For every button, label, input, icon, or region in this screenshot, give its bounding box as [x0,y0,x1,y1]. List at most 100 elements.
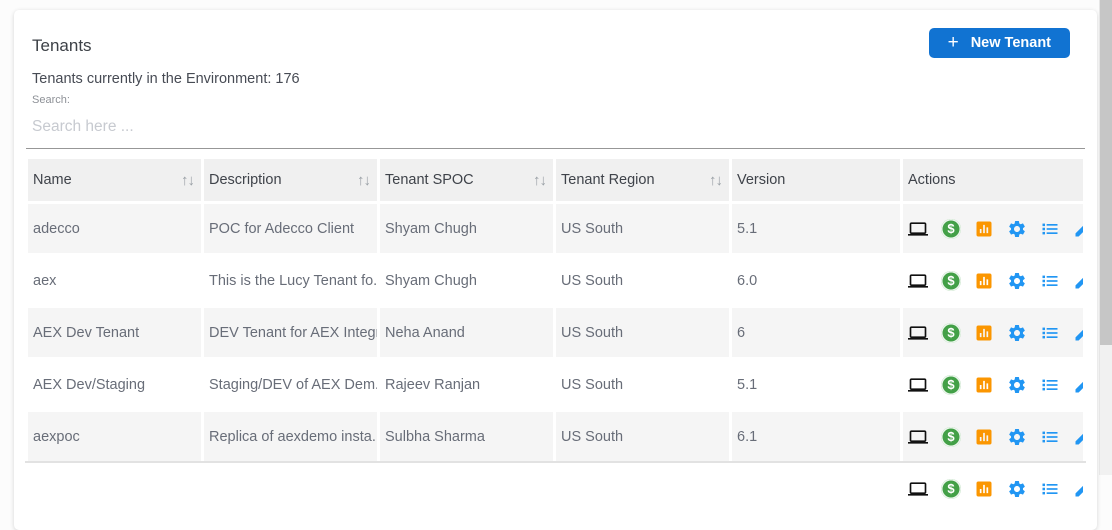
dollar-icon[interactable]: $ [941,218,961,239]
tenants-table-wrap: Name ↑↓ Description ↑↓ Tenant SPOC ↑↓ Tenan… [25,156,1086,516]
page-title: Tenants [32,36,92,55]
cell-description: DEV Tenant for AEX Integr... [204,308,377,357]
cell-spoc: Rajeev Ranjan [380,360,553,409]
column-label: Actions [908,172,956,188]
cell-description: Replica of aexdemo insta... [204,412,377,461]
dollar-glyph: $ [941,218,961,239]
tenant-count-text: Tenants currently in the Environment: 17… [32,71,300,87]
gear-icon[interactable] [1007,375,1027,395]
bar-chart-icon[interactable] [974,271,994,291]
sort-arrows-icon[interactable]: ↑↓ [533,171,547,189]
cell-description: POC for Adecco Client [204,204,377,253]
cell-version: 5.1 [732,360,900,409]
dollar-glyph: $ [941,270,961,291]
cell-spoc [380,464,553,513]
cell-name: aex [28,256,201,305]
cell-version: 6 [732,308,900,357]
edit-pencil-icon[interactable] [1073,271,1083,291]
gear-icon[interactable] [1007,271,1027,291]
laptop-icon[interactable] [908,271,928,291]
bar-chart-icon[interactable] [974,375,994,395]
edit-pencil-icon[interactable] [1073,427,1083,447]
table-row-partial: $ [28,464,1083,513]
laptop-icon[interactable] [908,323,928,343]
cell-actions: $ [903,412,1083,461]
cell-spoc: Shyam Chugh [380,204,553,253]
gear-icon[interactable] [1007,427,1027,447]
cell-version: 6.0 [732,256,900,305]
laptop-icon[interactable] [908,427,928,447]
new-tenant-button[interactable]: + New Tenant [928,28,1070,58]
bar-chart-icon[interactable] [974,219,994,239]
column-header-tenant-region[interactable]: Tenant Region ↑↓ [556,159,729,201]
edit-pencil-icon[interactable] [1073,479,1083,499]
table-row: AEX Dev/Staging Staging/DEV of AEX Dem..… [28,360,1083,409]
column-label: Name [33,172,72,188]
bar-chart-icon[interactable] [974,323,994,343]
scrollbar-thumb[interactable] [1100,0,1112,345]
column-header-tenant-spoc[interactable]: Tenant SPOC ↑↓ [380,159,553,201]
table-row: aexpoc Replica of aexdemo insta... Sulbh… [28,412,1083,461]
sort-arrows-icon[interactable]: ↑↓ [709,171,723,189]
cell-spoc: Shyam Chugh [380,256,553,305]
panel-header: Tenants + New Tenant [25,26,1086,58]
new-tenant-button-label: New Tenant [970,35,1051,51]
column-header-actions: Actions [903,159,1083,201]
cell-description: This is the Lucy Tenant fo... [204,256,377,305]
gear-icon[interactable] [1007,323,1027,343]
list-icon[interactable] [1040,479,1060,499]
dollar-glyph: $ [941,374,961,395]
list-icon[interactable] [1040,375,1060,395]
laptop-icon[interactable] [908,219,928,239]
dollar-icon[interactable]: $ [941,478,961,499]
cell-region [556,464,729,513]
bar-chart-icon[interactable] [974,427,994,447]
cell-region: US South [556,412,729,461]
cell-actions: $ [903,256,1083,305]
cell-region: US South [556,308,729,357]
vertical-scrollbar[interactable] [1099,0,1112,475]
dollar-glyph: $ [941,322,961,343]
laptop-icon[interactable] [908,375,928,395]
sort-arrows-icon[interactable]: ↑↓ [181,171,195,189]
column-header-name[interactable]: Name ↑↓ [28,159,201,201]
plus-icon: + [947,31,959,53]
cell-description [204,464,377,513]
edit-pencil-icon[interactable] [1073,375,1083,395]
cell-actions: $ [903,464,1083,513]
dollar-icon[interactable]: $ [941,270,961,291]
sort-arrows-icon[interactable]: ↑↓ [357,171,371,189]
cell-version [732,464,900,513]
gear-icon[interactable] [1007,219,1027,239]
cell-actions: $ [903,360,1083,409]
edit-pencil-icon[interactable] [1073,219,1083,239]
search-input[interactable] [26,108,1085,149]
table-header-row: Name ↑↓ Description ↑↓ Tenant SPOC ↑↓ Tenan… [28,159,1083,201]
table-row: adecco POC for Adecco Client Shyam Chugh… [28,204,1083,253]
cell-name: adecco [28,204,201,253]
cell-actions: $ [903,308,1083,357]
laptop-icon[interactable] [908,479,928,499]
cell-spoc: Neha Anand [380,308,553,357]
table-row: AEX Dev Tenant DEV Tenant for AEX Integr… [28,308,1083,357]
list-icon[interactable] [1040,219,1060,239]
list-icon[interactable] [1040,323,1060,343]
cell-version: 5.1 [732,204,900,253]
dollar-icon[interactable]: $ [941,322,961,343]
list-icon[interactable] [1040,271,1060,291]
gear-icon[interactable] [1007,479,1027,499]
column-header-version: Version [732,159,900,201]
column-label: Tenant Region [561,172,655,188]
table-body: adecco POC for Adecco Client Shyam Chugh… [28,204,1083,513]
dollar-icon[interactable]: $ [941,374,961,395]
edit-pencil-icon[interactable] [1073,323,1083,343]
list-icon[interactable] [1040,427,1060,447]
bar-chart-icon[interactable] [974,479,994,499]
dollar-icon[interactable]: $ [941,426,961,447]
column-header-description[interactable]: Description ↑↓ [204,159,377,201]
cell-version: 6.1 [732,412,900,461]
cell-name: AEX Dev/Staging [28,360,201,409]
cell-region: US South [556,256,729,305]
cell-region: US South [556,360,729,409]
column-label: Tenant SPOC [385,172,474,188]
